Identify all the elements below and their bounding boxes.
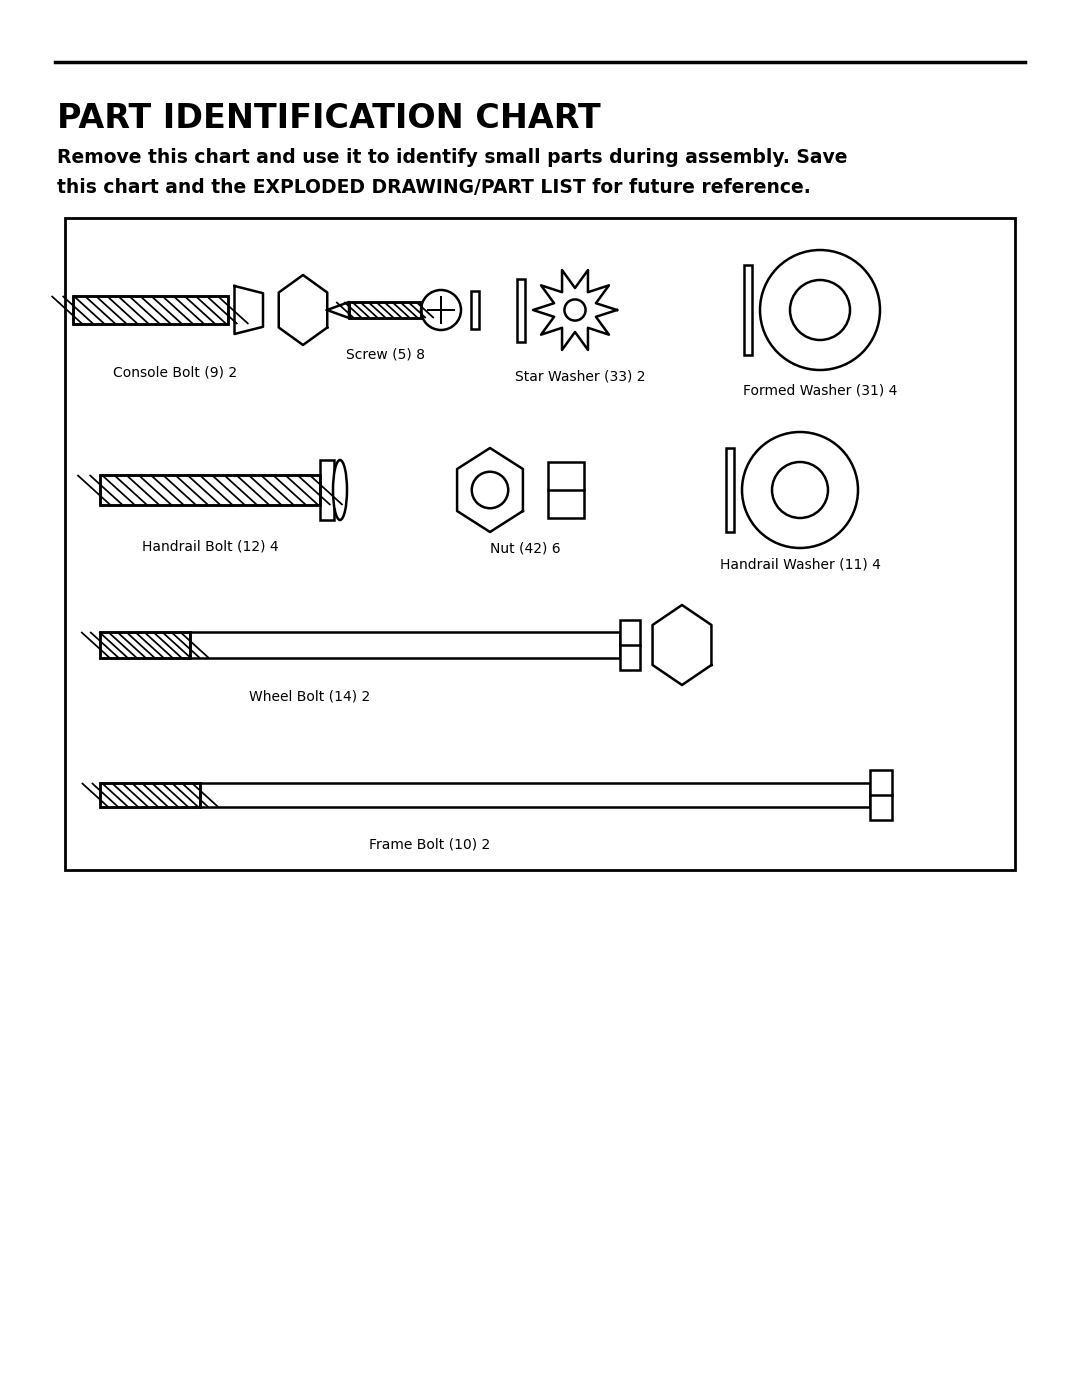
Circle shape <box>565 299 585 320</box>
Circle shape <box>760 250 880 370</box>
Circle shape <box>421 291 461 330</box>
Bar <box>349 302 421 319</box>
Bar <box>471 291 480 330</box>
Polygon shape <box>457 448 523 532</box>
Polygon shape <box>652 605 712 685</box>
Bar <box>349 302 421 319</box>
Text: Handrail Bolt (12) 4: Handrail Bolt (12) 4 <box>141 541 279 555</box>
Bar <box>517 278 525 341</box>
Bar <box>870 770 892 820</box>
Text: Frame Bolt (10) 2: Frame Bolt (10) 2 <box>369 838 490 852</box>
Polygon shape <box>327 302 349 319</box>
Bar <box>620 620 640 671</box>
Text: Handrail Washer (11) 4: Handrail Washer (11) 4 <box>719 557 880 571</box>
Bar <box>100 631 190 658</box>
Bar <box>65 218 1015 870</box>
Bar <box>726 448 734 532</box>
Text: Nut (42) 6: Nut (42) 6 <box>489 542 561 556</box>
Polygon shape <box>234 286 264 334</box>
Bar <box>100 782 200 807</box>
Circle shape <box>789 279 850 339</box>
Bar <box>100 631 190 658</box>
Circle shape <box>472 472 509 509</box>
Bar <box>100 475 320 504</box>
Text: Console Bolt (9) 2: Console Bolt (9) 2 <box>113 365 238 379</box>
Text: Remove this chart and use it to identify small parts during assembly. Save: Remove this chart and use it to identify… <box>57 148 848 168</box>
Text: Screw (5) 8: Screw (5) 8 <box>346 348 424 362</box>
Bar <box>100 782 200 807</box>
Circle shape <box>742 432 858 548</box>
Bar <box>200 782 870 807</box>
Bar <box>320 460 334 520</box>
Bar <box>100 475 320 504</box>
Text: Formed Washer (31) 4: Formed Washer (31) 4 <box>743 383 897 397</box>
Ellipse shape <box>333 460 347 520</box>
Text: PART IDENTIFICATION CHART: PART IDENTIFICATION CHART <box>57 102 600 136</box>
Circle shape <box>772 462 828 518</box>
Polygon shape <box>534 270 617 349</box>
Text: this chart and the EXPLODED DRAWING/PART LIST for future reference.: this chart and the EXPLODED DRAWING/PART… <box>57 177 811 197</box>
Bar <box>190 631 620 658</box>
Bar <box>744 265 752 355</box>
Bar <box>72 296 228 324</box>
Bar <box>548 462 584 518</box>
Polygon shape <box>279 275 327 345</box>
Text: Wheel Bolt (14) 2: Wheel Bolt (14) 2 <box>249 690 370 704</box>
Bar <box>72 296 228 324</box>
Text: Star Washer (33) 2: Star Washer (33) 2 <box>515 370 645 384</box>
